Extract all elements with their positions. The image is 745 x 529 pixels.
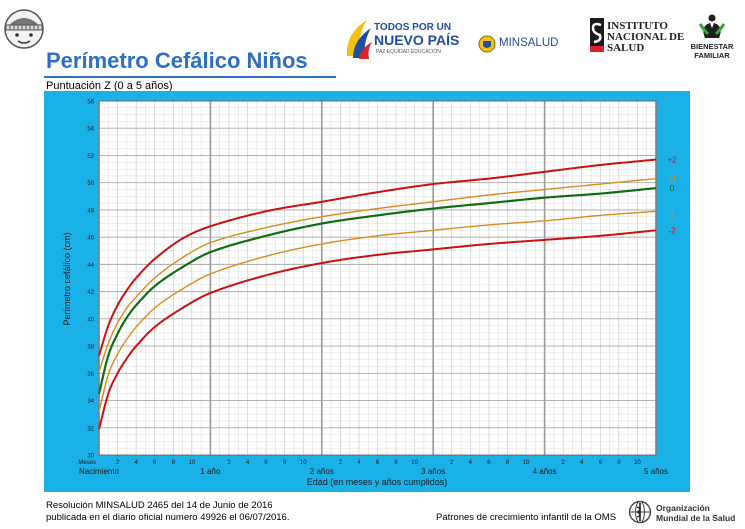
y-tick-label-left: 48 bbox=[87, 208, 94, 214]
ins-s-icon bbox=[590, 18, 604, 52]
todos-line1: TODOS POR UN bbox=[374, 22, 452, 33]
series-line-minus2 bbox=[98, 229, 657, 430]
ins-line3: SALUD bbox=[607, 42, 645, 54]
x-month-tick-label: 8 bbox=[394, 460, 398, 466]
todos-line2: NUEVO PAÍS bbox=[374, 32, 460, 48]
chart-subtitle: Puntuación Z (0 a 5 años) bbox=[46, 80, 173, 92]
family-icon bbox=[698, 14, 726, 38]
bienestar-line2: FAMILIAR bbox=[694, 51, 730, 60]
x-month-tick-label: 6 bbox=[153, 460, 157, 466]
x-month-axis-label: Meses bbox=[78, 460, 96, 466]
x-month-tick-label: 10 bbox=[300, 460, 307, 466]
y-tick-label-left: 36 bbox=[87, 372, 94, 378]
y-axis-label: Perímetro cefálico (cm) bbox=[62, 232, 72, 325]
x-year-tick-label: 1 año bbox=[200, 467, 221, 476]
y-tick-label-left: 56 bbox=[87, 100, 94, 106]
y-tick-label-left: 42 bbox=[87, 290, 94, 296]
x-month-tick-label: 10 bbox=[523, 460, 530, 466]
x-month-tick-label: 4 bbox=[357, 460, 361, 466]
bienestar-line1: BIENESTAR bbox=[690, 42, 734, 51]
resolution-line-2: publicada en el diario oficial numero 49… bbox=[46, 512, 290, 523]
x-month-tick-label: 4 bbox=[246, 460, 250, 466]
legend-label-minus1: -1 bbox=[668, 207, 676, 216]
x-month-tick-label: 6 bbox=[376, 460, 380, 466]
y-tick-label-left: 52 bbox=[87, 154, 94, 160]
x-year-tick-label: Nacimiento bbox=[79, 467, 120, 476]
oms-line-1: Organización bbox=[656, 503, 710, 513]
x-month-tick-label: 2 bbox=[227, 460, 231, 466]
x-month-tick-label: 4 bbox=[134, 460, 138, 466]
bienestar-familiar-logo: BIENESTAR FAMILIAR bbox=[684, 14, 740, 60]
flag-swoosh-icon bbox=[346, 20, 372, 59]
todos-line3: PAZ EQUIDAD EDUCACIÓN bbox=[376, 49, 441, 55]
x-year-tick-label: 4 años bbox=[533, 467, 557, 476]
y-tick-label-left: 54 bbox=[87, 127, 94, 133]
ins-line1: INSTITUTO bbox=[607, 20, 668, 32]
y-tick-label-left: 44 bbox=[87, 263, 94, 269]
x-month-tick-label: 4 bbox=[469, 460, 473, 466]
x-month-tick-label: 2 bbox=[450, 460, 454, 466]
x-month-tick-label: 8 bbox=[172, 460, 176, 466]
series-line-plus2 bbox=[98, 158, 657, 356]
y-tick-label-left: 40 bbox=[87, 317, 94, 323]
series-line-plus1 bbox=[98, 177, 657, 373]
title-underline bbox=[44, 76, 336, 78]
series-line-0 bbox=[97, 187, 657, 394]
x-month-tick-label: 10 bbox=[634, 460, 641, 466]
minsalud-text: MINSALUD bbox=[499, 37, 559, 49]
x-month-tick-label: 8 bbox=[617, 460, 621, 466]
x-month-tick-label: 6 bbox=[487, 460, 491, 466]
x-year-tick-label: 3 años bbox=[421, 467, 445, 476]
y-tick-label-left: 50 bbox=[87, 181, 94, 187]
patrones-credit: Patrones de crecimiento infantil de la O… bbox=[436, 512, 617, 523]
legend-label-0: 0 bbox=[670, 184, 675, 193]
x-year-tick-label: 5 años bbox=[644, 467, 668, 476]
oms-line-2: Mundial de la Salud bbox=[656, 513, 736, 523]
x-month-tick-label: 8 bbox=[506, 460, 510, 466]
x-axis-label: Edad (en meses y años cumplidos) bbox=[307, 477, 448, 487]
x-month-tick-label: 2 bbox=[339, 460, 343, 466]
x-year-tick-label: 2 años bbox=[310, 467, 334, 476]
baby-icon bbox=[4, 9, 44, 49]
ins-logo: INSTITUTO NACIONAL DE SALUD bbox=[590, 16, 684, 56]
legend-label-minus2: -2 bbox=[668, 226, 676, 235]
plot-border bbox=[98, 100, 657, 456]
x-month-tick-label: 6 bbox=[599, 460, 603, 466]
y-tick-label-left: 46 bbox=[87, 236, 94, 242]
y-tick-label-left: 32 bbox=[87, 426, 94, 432]
todos-por-un-nuevo-pais-logo: TODOS POR UN NUEVO PAÍS PAZ EQUIDAD EDUC… bbox=[343, 18, 459, 60]
ins-line2: NACIONAL DE bbox=[607, 31, 685, 43]
y-tick-label-left: 34 bbox=[87, 399, 94, 405]
x-month-tick-label: 10 bbox=[411, 460, 418, 466]
who-emblem-icon bbox=[628, 500, 652, 524]
x-month-tick-label: 10 bbox=[188, 460, 195, 466]
resolution-line-1: Resolución MINSALUD 2465 del 14 de Junio… bbox=[46, 500, 273, 511]
x-month-tick-label: 2 bbox=[561, 460, 565, 466]
series-line-minus1 bbox=[98, 210, 657, 412]
coat-of-arms-icon bbox=[478, 35, 496, 53]
x-month-tick-label: 6 bbox=[264, 460, 268, 466]
page-title: Perímetro Cefálico Niños bbox=[46, 48, 308, 73]
x-month-tick-label: 4 bbox=[580, 460, 584, 466]
legend-label-plus1: +1 bbox=[667, 175, 677, 184]
y-tick-label-left: 30 bbox=[87, 454, 94, 460]
legend-label-plus2: +2 bbox=[667, 156, 677, 165]
y-tick-label-left: 38 bbox=[87, 345, 94, 351]
x-month-tick-label: 8 bbox=[283, 460, 287, 466]
x-month-tick-label: 2 bbox=[116, 460, 120, 466]
